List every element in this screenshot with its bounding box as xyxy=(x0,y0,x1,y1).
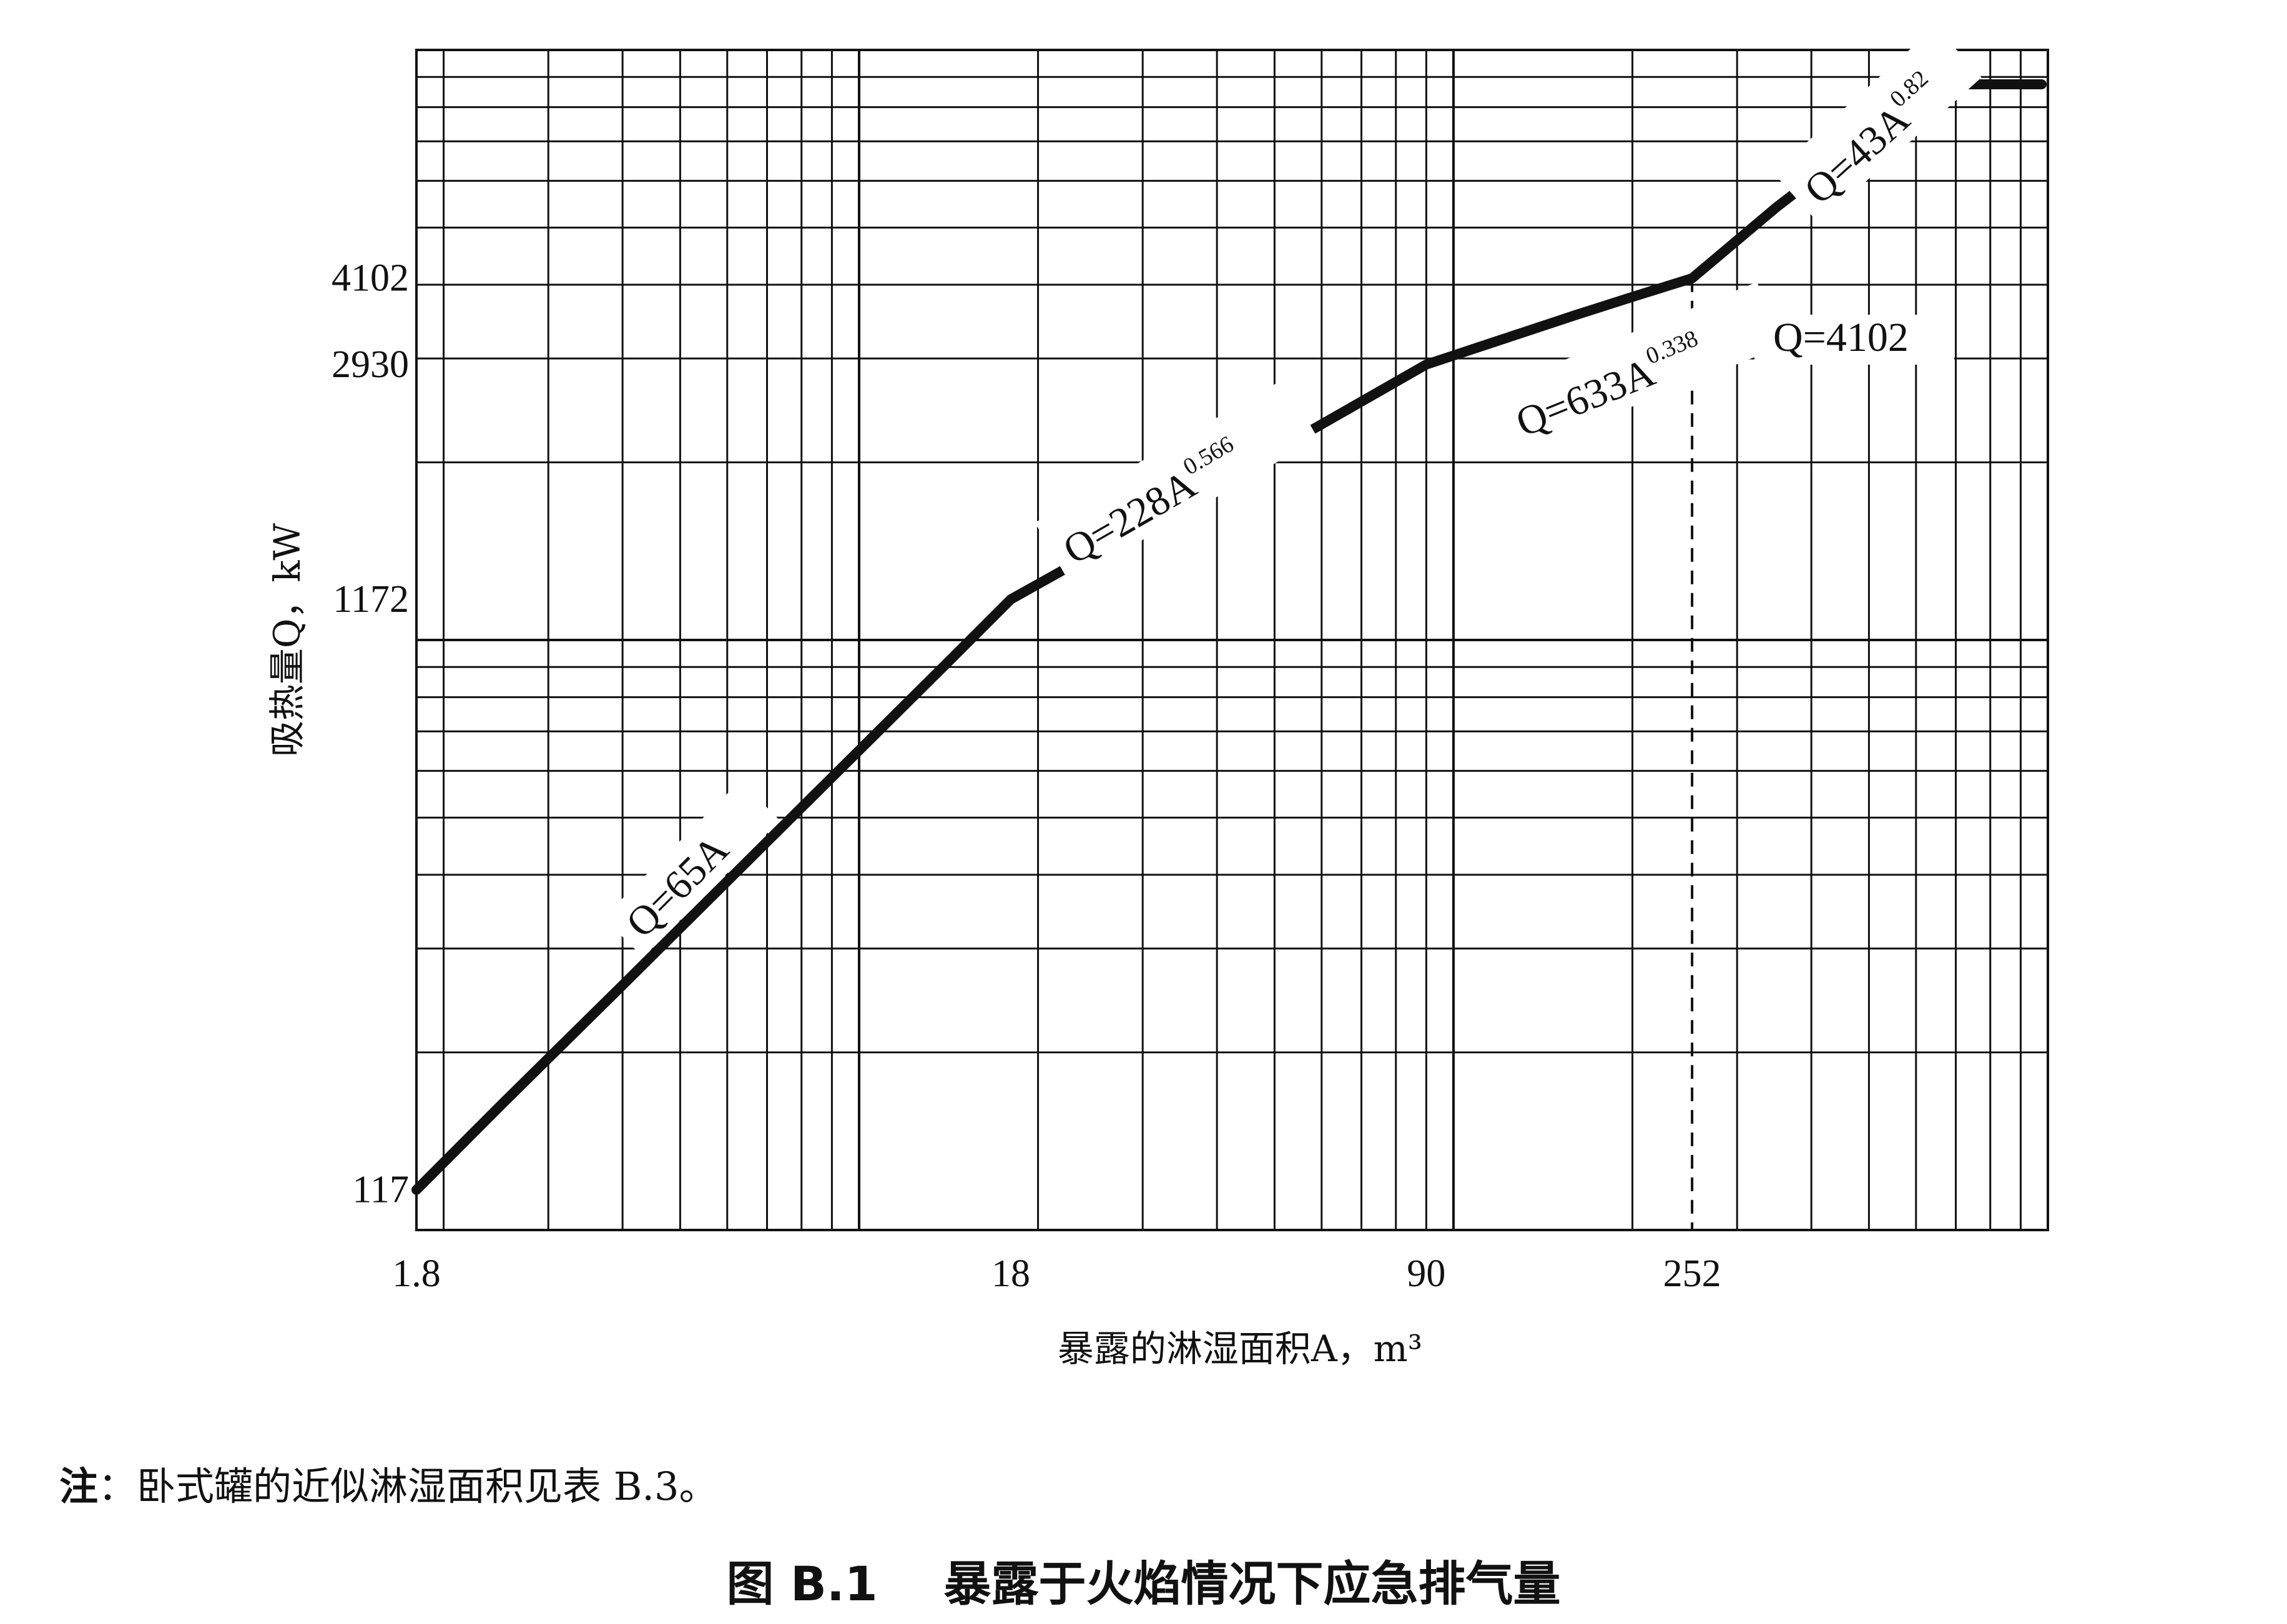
grid-lines xyxy=(416,50,2048,1230)
x-axis-title: 暴露的淋湿面积A，m³ xyxy=(1058,1327,1422,1370)
formula-label-3: Q=43A0.82 xyxy=(1773,26,1982,224)
formula-base-4: Q=4102 xyxy=(1773,315,1909,360)
svg-text:Q=4102: Q=4102 xyxy=(1773,315,1909,360)
y-tick-labels: 117 1172 2930 4102 xyxy=(332,257,409,1211)
x-tick-labels: 1.8 18 90 252 xyxy=(392,1252,1721,1295)
curve-series xyxy=(411,79,2047,1195)
y-tick-label: 117 xyxy=(352,1169,409,1211)
note-mark: 注 xyxy=(59,1464,99,1509)
x-tick-label: 18 xyxy=(991,1252,1030,1295)
formula-label-2: Q=633A0.338 xyxy=(1490,282,1783,454)
note-body: ：卧式罐的近似淋湿面积见表 B.3。 xyxy=(98,1464,718,1509)
y-tick-label: 1172 xyxy=(333,578,409,621)
formula-label-4: Q=4102 xyxy=(1754,315,1954,365)
x-tick-label: 1.8 xyxy=(392,1252,441,1295)
x-tick-label: 252 xyxy=(1663,1252,1721,1295)
note-text: 注：卧式罐的近似淋湿面积见表 B.3。 xyxy=(59,1455,717,1511)
y-axis-title: 吸热量Q，kW xyxy=(266,523,308,757)
plot-frame xyxy=(415,49,2049,1231)
y-tick-label: 2930 xyxy=(332,343,409,386)
formula-label-1: Q=228A0.566 xyxy=(1035,379,1319,583)
formula-label-0: Q=65A xyxy=(603,780,780,958)
figure-caption: 图 B.1 暴露于火焰情况下应急排气量 xyxy=(726,1556,1561,1612)
x-tick-label: 90 xyxy=(1407,1252,1445,1295)
y-tick-label: 4102 xyxy=(332,257,409,300)
